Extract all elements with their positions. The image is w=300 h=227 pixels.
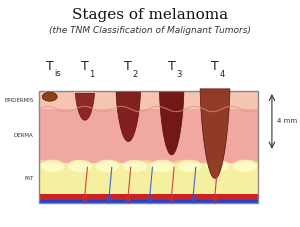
Ellipse shape	[68, 160, 92, 172]
Ellipse shape	[123, 160, 147, 172]
FancyBboxPatch shape	[39, 200, 258, 203]
FancyBboxPatch shape	[39, 91, 258, 109]
Bar	[39, 91, 258, 203]
Ellipse shape	[205, 160, 230, 172]
Text: 4 mm: 4 mm	[277, 118, 298, 124]
Polygon shape	[116, 92, 140, 141]
Text: T: T	[168, 60, 176, 73]
Ellipse shape	[150, 160, 175, 172]
Text: 2: 2	[133, 70, 138, 79]
Polygon shape	[200, 89, 230, 178]
FancyBboxPatch shape	[39, 194, 258, 203]
Ellipse shape	[232, 160, 257, 172]
Ellipse shape	[42, 92, 57, 101]
Text: T: T	[124, 60, 132, 73]
Text: is: is	[54, 69, 61, 78]
Text: EPIDERMIS: EPIDERMIS	[4, 98, 34, 103]
Text: FAT: FAT	[24, 176, 34, 181]
Ellipse shape	[178, 160, 202, 172]
Text: 4: 4	[219, 70, 225, 79]
Polygon shape	[160, 92, 184, 155]
Text: T: T	[46, 60, 54, 73]
Text: (the TNM Classification of Malignant Tumors): (the TNM Classification of Malignant Tum…	[49, 26, 251, 35]
Ellipse shape	[95, 160, 120, 172]
Text: 3: 3	[176, 70, 182, 79]
Text: T: T	[211, 60, 219, 73]
Polygon shape	[76, 93, 94, 120]
FancyBboxPatch shape	[39, 109, 258, 163]
Text: 1: 1	[89, 70, 94, 79]
Text: Stages of melanoma: Stages of melanoma	[72, 8, 228, 22]
Text: DERMA: DERMA	[14, 133, 34, 138]
Text: T: T	[81, 60, 89, 73]
FancyBboxPatch shape	[39, 163, 258, 194]
Ellipse shape	[40, 160, 65, 172]
